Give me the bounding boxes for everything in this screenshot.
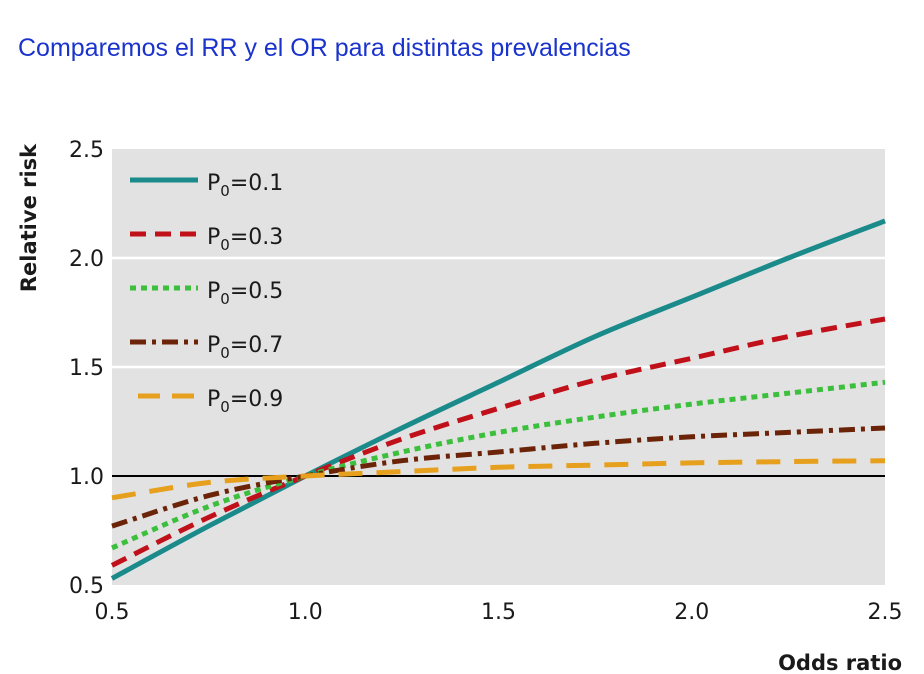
y-tick-label: 0.5: [69, 574, 104, 599]
x-tick-label: 2.0: [674, 600, 709, 625]
y-tick-label: 1.0: [69, 465, 104, 490]
x-axis-label: Odds ratio: [778, 651, 902, 674]
legend-label: P0=0.1: [207, 171, 283, 200]
x-tick-label: 0.5: [95, 600, 130, 625]
x-tick-label: 2.5: [868, 600, 903, 625]
y-tick-labels: 0.5 1.0 1.5 2.0 2.5: [69, 138, 104, 599]
slide-title: Comparemos el RR y el OR para distintas …: [18, 34, 631, 62]
series-line-3: [111, 379, 886, 551]
y-tick-label: 2.0: [69, 247, 104, 272]
legend-label: P0=0.7: [207, 333, 283, 362]
x-tick-labels: 0.5 1.0 1.5 2.0 2.5: [95, 600, 903, 625]
legend: P0=0.1 P0=0.3 P0=0.5 P0=0.7 P0=0.9: [130, 171, 283, 416]
y-tick-label: 2.5: [69, 138, 104, 163]
gridlines: [112, 256, 885, 369]
x-tick-label: 1.0: [288, 600, 323, 625]
series-line-4: [111, 425, 886, 529]
x-tick-label: 1.5: [481, 600, 516, 625]
legend-label: P0=0.5: [207, 279, 283, 308]
y-tick-label: 1.5: [69, 356, 104, 381]
series-line-5: [111, 458, 886, 501]
y-axis-label: Relative risk: [17, 143, 41, 292]
series-line-1: [110, 218, 886, 581]
legend-label: P0=0.3: [207, 225, 283, 254]
series-group: [110, 218, 886, 581]
legend-label: P0=0.9: [207, 387, 283, 416]
series-line-2: [110, 316, 886, 568]
